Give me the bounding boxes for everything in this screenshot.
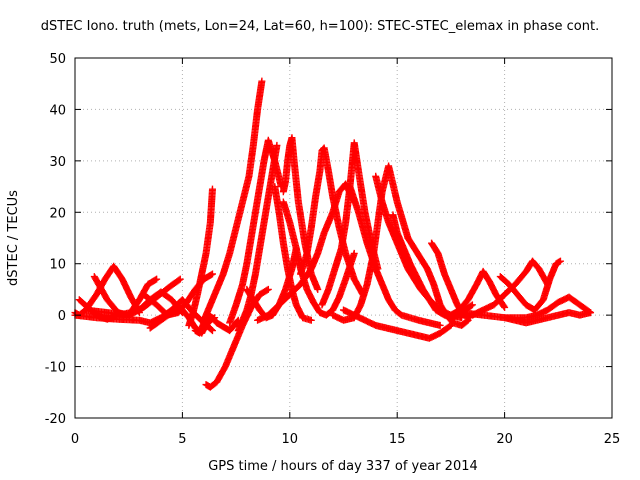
chart-title: dSTEC Iono. truth (mets, Lon=24, Lat=60,…	[41, 19, 599, 34]
series-track	[404, 234, 472, 329]
data-point	[208, 327, 216, 335]
data-point	[556, 257, 564, 265]
y-tick-label: 30	[49, 155, 66, 170]
series-track	[279, 134, 322, 293]
data-point	[208, 185, 216, 193]
y-tick-label: -20	[45, 412, 66, 427]
y-tick-label: 40	[49, 103, 66, 118]
x-axis-label: GPS time / hours of day 337 of year 2014	[208, 459, 478, 474]
data-point	[350, 249, 358, 257]
series-track	[458, 293, 595, 322]
y-tick-label: 10	[49, 258, 66, 273]
x-tick-label: 20	[496, 432, 513, 447]
data-point	[446, 322, 454, 330]
series-track	[234, 141, 281, 335]
data-point	[176, 275, 184, 283]
y-tick-label: 50	[49, 52, 66, 67]
data-point	[436, 321, 444, 329]
data-point	[447, 321, 455, 329]
plot-frame	[74, 57, 613, 419]
data-point	[501, 303, 509, 311]
data-point	[208, 270, 216, 278]
data-point	[307, 316, 315, 324]
data-point	[587, 309, 595, 317]
data-point	[314, 285, 322, 293]
y-axis-label: dSTEC / TECUs	[6, 190, 21, 286]
data-point	[500, 302, 508, 310]
series-track	[340, 306, 455, 342]
data-point	[467, 302, 475, 310]
series-track	[202, 285, 272, 391]
data-point	[258, 77, 266, 85]
data-point	[207, 271, 215, 279]
data-point	[153, 275, 161, 283]
data-point	[264, 285, 272, 293]
series-track	[318, 139, 382, 309]
series-track	[200, 77, 266, 324]
series-track	[82, 288, 186, 319]
y-tick-label: -10	[45, 361, 66, 376]
x-tick-label: 10	[282, 432, 299, 447]
series-track	[501, 309, 595, 327]
series-track	[447, 267, 509, 319]
data-point	[468, 301, 476, 309]
data-points	[71, 77, 595, 391]
data-point	[207, 326, 215, 334]
x-tick-label: 0	[71, 432, 79, 447]
x-tick-label: 5	[178, 432, 186, 447]
series-track	[346, 183, 444, 329]
series-track	[297, 144, 367, 299]
axis-ticks: 0 5 10 15 20 25 -20 -10 0 10 20 30 40 50	[45, 52, 621, 447]
x-tick-label: 25	[604, 432, 621, 447]
y-tick-label: 0	[58, 309, 66, 324]
data-point	[175, 276, 183, 284]
x-tick-label: 15	[389, 432, 406, 447]
series-track	[185, 185, 216, 329]
data-point	[151, 276, 159, 284]
data-point	[273, 141, 281, 149]
series-track	[329, 162, 412, 324]
data-point	[263, 286, 271, 294]
y-tick-label: 20	[49, 206, 66, 221]
